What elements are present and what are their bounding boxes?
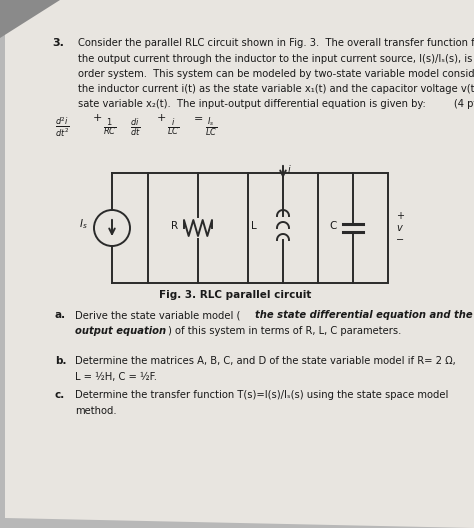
- Text: $\frac{di}{dt}$: $\frac{di}{dt}$: [130, 116, 141, 138]
- Text: v: v: [396, 223, 402, 233]
- Text: Consider the parallel RLC circuit shown in Fig. 3.  The overall transfer functio: Consider the parallel RLC circuit shown …: [78, 38, 474, 48]
- Text: +: +: [396, 211, 404, 221]
- Polygon shape: [0, 0, 60, 38]
- Text: $\frac{d^2i}{dt^2}$: $\frac{d^2i}{dt^2}$: [55, 116, 70, 139]
- Text: $\frac{I_s}{LC}$: $\frac{I_s}{LC}$: [205, 116, 217, 139]
- Text: Determine the matrices A, B, C, and D of the state variable model if R= 2 Ω,: Determine the matrices A, B, C, and D of…: [75, 356, 456, 366]
- Text: the output current through the inductor to the input current source, I(s)/Iₛ(s),: the output current through the inductor …: [78, 54, 474, 64]
- Text: method.: method.: [75, 406, 117, 416]
- Bar: [148, 173, 388, 283]
- Text: Derive the state variable model (: Derive the state variable model (: [75, 310, 240, 320]
- Text: $+$: $+$: [92, 112, 102, 123]
- Text: R: R: [171, 221, 178, 231]
- Text: a.: a.: [55, 310, 66, 320]
- Polygon shape: [5, 0, 474, 528]
- Text: the inductor current i(t) as the state variable x₁(t) and the capacitor voltage : the inductor current i(t) as the state v…: [78, 84, 474, 94]
- Text: 3.: 3.: [52, 38, 64, 48]
- Text: $\frac{i}{LC}$: $\frac{i}{LC}$: [167, 116, 179, 137]
- Text: c.: c.: [55, 390, 65, 400]
- Text: ) of this system in terms of R, L, C parameters.: ) of this system in terms of R, L, C par…: [168, 326, 401, 336]
- Text: b.: b.: [55, 356, 66, 366]
- Text: L = ½H, C = ½F.: L = ½H, C = ½F.: [75, 372, 157, 382]
- Text: sate variable x₂(t).  The input-output differential equation is given by:       : sate variable x₂(t). The input-output di…: [78, 99, 474, 109]
- Text: $=$: $=$: [191, 112, 203, 122]
- Text: $\frac{1}{RC}$: $\frac{1}{RC}$: [103, 116, 117, 138]
- Text: −: −: [396, 235, 404, 245]
- Text: the state differential equation and the: the state differential equation and the: [255, 310, 473, 320]
- Text: C: C: [329, 221, 337, 231]
- Text: output equation: output equation: [75, 326, 166, 336]
- Text: i: i: [288, 165, 291, 175]
- Text: $I_s$: $I_s$: [79, 217, 88, 231]
- Text: $+$: $+$: [156, 112, 166, 123]
- Text: Fig. 3. RLC parallel circuit: Fig. 3. RLC parallel circuit: [159, 290, 311, 300]
- Text: order system.  This system can be modeled by two-state variable model considerin: order system. This system can be modeled…: [78, 69, 474, 79]
- Text: Determine the transfer function T(s)=I(s)/Iₛ(s) using the state space model: Determine the transfer function T(s)=I(s…: [75, 390, 448, 400]
- Text: L: L: [251, 221, 257, 231]
